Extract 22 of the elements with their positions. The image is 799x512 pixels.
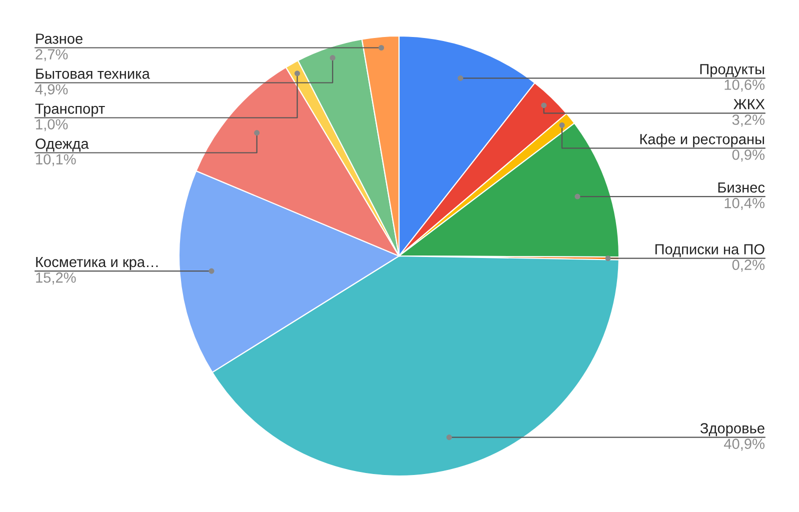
data-label: 1,0% (36, 119, 68, 132)
data-label: 10,4% (724, 198, 764, 210)
data-label: 10,1% (36, 154, 76, 166)
slice-label: Здоровье (700, 423, 764, 436)
data-label: 0,9% (732, 150, 764, 162)
slice-label: Кафе и рестораны (640, 134, 764, 148)
data-label: 3,2% (732, 114, 764, 127)
slice-label: Разное (36, 34, 82, 44)
slice-label: Бизнес (718, 182, 765, 193)
slice-label: ЖКХ (734, 99, 765, 110)
data-label: 0,2% (732, 260, 764, 272)
data-label: 2,7% (36, 49, 68, 62)
data-label: 15,2% (36, 272, 76, 284)
slice-label: Подписки на ПО (655, 244, 764, 258)
data-label: 10,6% (724, 80, 764, 92)
slice-label: Транспорт (35, 104, 105, 117)
slice-label: Косметика и кра… (36, 256, 158, 270)
slice-label: Бытовая техника (36, 68, 150, 79)
data-label: 4,9% (35, 84, 68, 96)
slice-label: Одежда (36, 138, 89, 152)
slice-label: Продукты (700, 64, 764, 78)
data-label: 40,9% (724, 438, 764, 451)
